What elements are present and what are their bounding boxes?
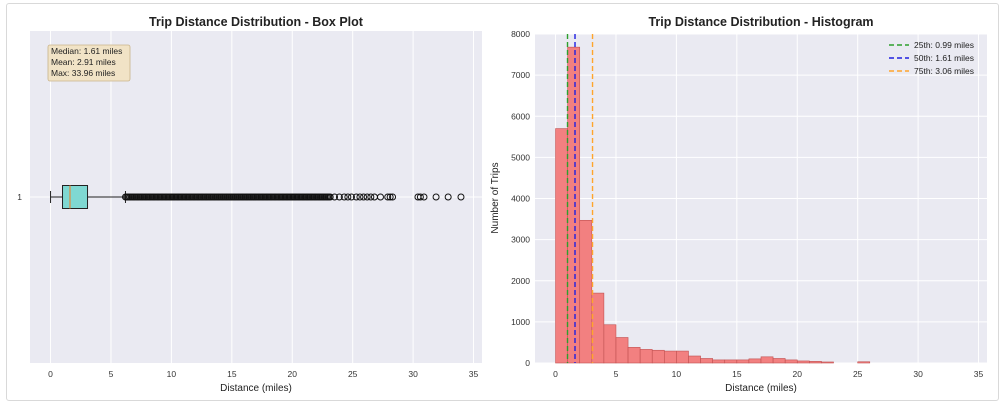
hist-x-tick-label: 5 [614, 369, 619, 379]
hist-x-tick-label: 10 [672, 369, 682, 379]
box-x-tick-label: 25 [348, 369, 358, 379]
histogram-bar [784, 359, 798, 364]
histogram-y-ticks: 0 1000 2000 3000 4000 5000 6000 7000 8000 [511, 29, 530, 368]
box-x-tick-label: 0 [48, 369, 53, 379]
histogram-bar [809, 361, 822, 364]
hist-y-tick-label: 6000 [511, 111, 530, 121]
histogram-bar [724, 359, 738, 364]
box-x-tick-label: 5 [109, 369, 114, 379]
outlier-point [457, 193, 465, 201]
hist-y-tick-label: 2000 [511, 276, 530, 286]
histogram-bar [821, 361, 834, 364]
histogram-bar [857, 361, 871, 364]
box-x-tick-label: 10 [167, 369, 177, 379]
outlier-point [416, 193, 424, 201]
hist-y-tick-label: 4000 [511, 194, 530, 204]
outlier-point [360, 193, 368, 201]
histogram-bar [567, 46, 581, 364]
histogram-bar [639, 349, 653, 364]
legend-label: 50th: 1.61 miles [914, 53, 974, 63]
stats-max: Max: 33.96 miles [51, 68, 115, 78]
outlier-point [386, 193, 394, 201]
histogram-x-label: Distance (miles) [725, 383, 797, 394]
outlier-point [444, 193, 452, 201]
hist-x-tick-label: 30 [913, 369, 923, 379]
hist-y-tick-label: 1000 [511, 317, 530, 327]
hist-x-tick-label: 15 [732, 369, 742, 379]
histogram-bar [664, 350, 677, 364]
outlier-point [389, 193, 397, 201]
box-plot-title: Trip Distance Distribution - Box Plot [149, 15, 364, 29]
histogram-bar [688, 355, 701, 364]
outlier-point [432, 193, 440, 201]
histogram-bar [772, 358, 786, 364]
outlier-point [340, 193, 348, 201]
histogram-bar [579, 219, 593, 364]
stats-box: Median: 1.61 miles Mean: 2.91 miles Max:… [47, 44, 131, 82]
histogram-bar [712, 359, 726, 364]
histogram-legend: 25th: 0.99 miles 50th: 1.61 miles 75th: 3.… [889, 40, 974, 76]
stats-box-background [47, 44, 131, 82]
box-x-tick-label: 30 [408, 369, 418, 379]
outlier-point [344, 193, 352, 201]
box-plot-body [50, 185, 465, 209]
hist-y-tick-label: 5000 [511, 152, 530, 162]
histogram-bar [627, 347, 641, 364]
box-plot-x-ticks: 0 5 10 15 20 25 30 35 [48, 369, 478, 379]
outlier-point [420, 193, 428, 201]
box-plot-y-tick: 1 [17, 192, 22, 202]
box-x-tick-label: 20 [288, 369, 298, 379]
histogram-bar [676, 350, 689, 364]
outlier-point [335, 193, 343, 201]
histogram-bar [615, 337, 629, 364]
histogram-panel: Trip Distance Distribution - Histogram 0… [490, 15, 987, 394]
histogram-title: Trip Distance Distribution - Histogram [648, 15, 873, 29]
outlier-point [376, 193, 384, 201]
hist-x-tick-label: 20 [793, 369, 803, 379]
hist-x-tick-label: 25 [853, 369, 863, 379]
outlier-point [384, 193, 392, 201]
hist-y-tick-label: 0 [525, 358, 530, 368]
histogram-grid [535, 33, 987, 364]
hist-y-tick-label: 7000 [511, 70, 530, 80]
outlier-point [363, 193, 371, 201]
histogram-bar [651, 349, 665, 364]
histogram-bar [760, 356, 774, 364]
histogram-bar [555, 128, 568, 364]
legend-label: 75th: 3.06 miles [914, 66, 974, 76]
histogram-bars [555, 46, 871, 364]
histogram-bar [700, 358, 713, 364]
box-x-tick-label: 15 [227, 369, 237, 379]
histogram-bar [736, 359, 750, 364]
histogram-x-ticks: 0 5 10 15 20 25 30 35 [553, 369, 983, 379]
box-plot-panel: Trip Distance Distribution - Box Plot 0 5… [17, 15, 482, 394]
legend-label: 25th: 0.99 miles [914, 40, 974, 50]
outlier-point [367, 193, 375, 201]
box-x-tick-label: 35 [469, 369, 479, 379]
outlier-point [356, 193, 364, 201]
iqr-box [62, 185, 89, 209]
histogram-bar [748, 358, 762, 364]
outlier-point [326, 193, 334, 201]
outlier-point [347, 193, 355, 201]
hist-y-tick-label: 3000 [511, 235, 530, 245]
box-plot-x-label: Distance (miles) [220, 383, 292, 394]
percentile-lines [566, 34, 594, 363]
outlier-point [352, 193, 360, 201]
hist-x-tick-label: 0 [553, 369, 558, 379]
outlier-point [331, 193, 339, 201]
histogram-y-label: Number of Trips [490, 162, 501, 233]
histogram-bar [796, 360, 810, 364]
stats-mean: Mean: 2.91 miles [51, 57, 116, 67]
hist-x-tick-label: 35 [974, 369, 984, 379]
figure-frame [6, 3, 999, 401]
histogram-bar [591, 292, 605, 364]
stats-median: Median: 1.61 miles [51, 46, 122, 56]
histogram-bar [603, 324, 617, 364]
hist-y-tick-label: 8000 [511, 29, 530, 39]
